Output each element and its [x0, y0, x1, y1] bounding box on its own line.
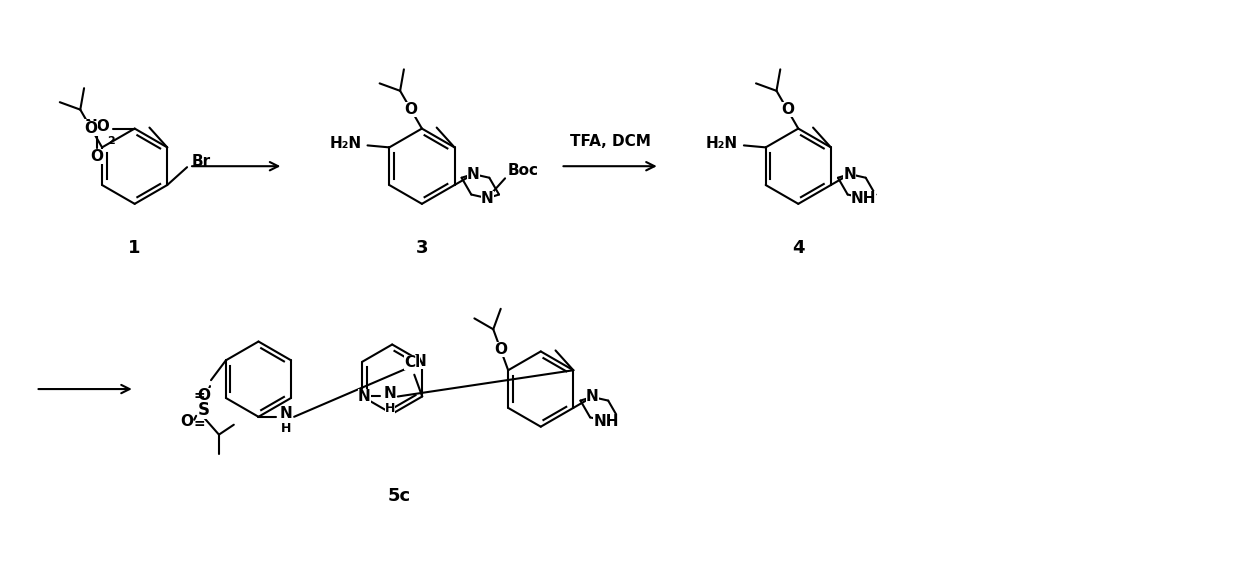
Text: N: N	[585, 389, 599, 405]
Text: O: O	[84, 121, 98, 136]
Text: 1: 1	[129, 240, 141, 258]
Text: O: O	[91, 149, 103, 164]
Text: N: N	[280, 406, 293, 422]
Text: O: O	[495, 342, 507, 357]
Text: 3: 3	[415, 240, 428, 258]
Text: O: O	[180, 415, 192, 429]
Text: N: N	[481, 191, 494, 206]
Text: Br: Br	[191, 154, 211, 168]
Text: N: N	[358, 389, 371, 404]
Text: N: N	[414, 354, 427, 369]
Text: 2: 2	[107, 135, 114, 146]
Text: =: =	[193, 417, 205, 431]
Text: NO: NO	[84, 119, 110, 134]
Text: TFA, DCM: TFA, DCM	[569, 134, 651, 149]
Text: N: N	[843, 167, 856, 182]
Text: N: N	[383, 386, 397, 401]
Text: =: =	[193, 389, 205, 403]
Text: Boc: Boc	[507, 163, 538, 178]
Text: S: S	[198, 401, 210, 419]
Text: NH: NH	[851, 191, 877, 206]
Text: O: O	[197, 388, 211, 402]
Text: H: H	[384, 402, 396, 415]
Text: O: O	[781, 102, 794, 117]
Text: H₂N: H₂N	[330, 136, 362, 151]
Text: 5c: 5c	[388, 487, 410, 505]
Text: H: H	[281, 422, 291, 435]
Text: 4: 4	[792, 240, 805, 258]
Text: H₂N: H₂N	[706, 136, 738, 151]
Text: NH: NH	[594, 413, 619, 429]
Text: O: O	[404, 102, 418, 117]
Text: Cl: Cl	[404, 355, 420, 370]
Text: N: N	[467, 167, 480, 182]
